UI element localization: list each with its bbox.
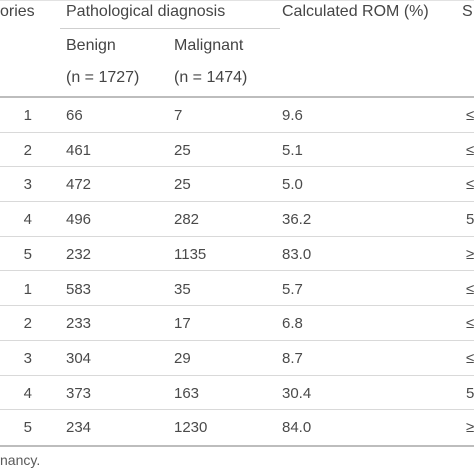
cell-rom: 5.7 [282, 280, 303, 298]
cell-category: 2 [23, 315, 32, 333]
cell-category: 1 [23, 107, 32, 124]
table-bottom-rule [0, 445, 474, 447]
cell-benign: 496 [66, 211, 92, 229]
cell-edge: 5 [466, 384, 474, 402]
cell-malignant: 1230 [174, 419, 208, 437]
header-calculated-rom: Calculated ROM (%) [282, 3, 429, 20]
cell-rom: 5.0 [282, 176, 303, 194]
cell-category: 3 [23, 176, 32, 194]
table-row: 2 461 25 5.1 ≤ [0, 133, 474, 168]
cell-rom: 5.1 [282, 141, 303, 159]
cell-edge: ≥ [466, 419, 474, 437]
cell-benign: 373 [66, 384, 92, 402]
cell-malignant: 7 [174, 107, 183, 124]
cell-edge: 5 [466, 211, 474, 229]
subheader-malignant: Malignant [174, 37, 244, 54]
row-divider [0, 339, 474, 341]
cell-category: 3 [23, 349, 32, 367]
cell-category: 2 [23, 141, 32, 159]
table-row: 5 232 1135 83.0 ≥ [0, 237, 474, 272]
cell-rom: 6.8 [282, 315, 303, 333]
cell-edge: ≤ [466, 315, 474, 333]
cell-benign: 66 [66, 107, 83, 124]
row-divider [0, 166, 474, 168]
table-row: 3 472 25 5.0 ≤ [0, 167, 474, 203]
cell-edge: ≤ [466, 107, 474, 124]
cell-malignant: 25 [174, 176, 191, 194]
cell-edge: ≤ [466, 176, 474, 194]
row-divider [0, 201, 474, 203]
cell-benign: 583 [66, 280, 92, 298]
table-row: 4 373 163 30.4 5 [0, 376, 474, 411]
table-row: 1 583 35 5.7 ≤ [0, 272, 474, 307]
cell-rom: 30.4 [282, 384, 312, 402]
cell-malignant: 35 [174, 280, 191, 298]
table-row: 3 304 29 8.7 ≤ [0, 341, 474, 376]
header-categories: ories [0, 3, 35, 20]
cell-malignant: 17 [174, 315, 191, 333]
header-pathological-diagnosis: Pathological diagnosis [66, 3, 226, 20]
cell-category: 1 [23, 280, 32, 298]
cell-malignant: 1135 [174, 245, 207, 263]
table-footnote: nancy. [0, 452, 41, 468]
subheader-rule [60, 28, 280, 29]
table-row: 1 66 7 9.6 ≤ [0, 98, 474, 133]
subheader-benign-count: (n = 1727) [66, 69, 140, 86]
cell-benign: 472 [66, 176, 92, 194]
cell-category: 4 [23, 211, 32, 229]
table-top-rule [0, 0, 474, 1]
cell-benign: 232 [66, 245, 92, 263]
table-row: 5 234 1230 84.0 ≥ [0, 410, 474, 445]
cell-edge: ≤ [466, 349, 474, 367]
cell-category: 4 [23, 384, 32, 402]
row-divider [0, 131, 474, 133]
header-edge-column: S [462, 3, 473, 20]
row-divider [0, 270, 474, 272]
cell-benign: 234 [66, 419, 92, 437]
row-divider [0, 409, 474, 411]
row-divider [0, 374, 474, 376]
table-row: 2 233 17 6.8 ≤ [0, 306, 474, 341]
cell-benign: 233 [66, 315, 92, 333]
cell-rom: 9.6 [282, 107, 303, 124]
cell-rom: 84.0 [282, 419, 312, 437]
cell-rom: 8.7 [282, 349, 303, 367]
row-divider [0, 305, 474, 307]
header-bottom-rule [0, 96, 474, 98]
cell-malignant: 29 [174, 349, 191, 367]
cell-category: 5 [23, 419, 32, 437]
row-divider [0, 235, 474, 237]
cell-malignant: 163 [174, 384, 200, 402]
cell-benign: 461 [66, 141, 92, 159]
cell-edge: ≤ [466, 280, 474, 298]
subheader-malignant-count: (n = 1474) [174, 69, 248, 86]
cell-edge: ≤ [466, 141, 474, 159]
cell-category: 5 [23, 245, 32, 263]
subheader-benign: Benign [66, 37, 116, 54]
cell-malignant: 282 [174, 211, 200, 229]
cell-edge: ≥ [466, 245, 474, 263]
cell-benign: 304 [66, 349, 92, 367]
cell-rom: 83.0 [282, 245, 312, 263]
cell-rom: 36.2 [282, 211, 312, 229]
cell-malignant: 25 [174, 141, 191, 159]
table-row: 4 496 282 36.2 5 [0, 202, 474, 237]
